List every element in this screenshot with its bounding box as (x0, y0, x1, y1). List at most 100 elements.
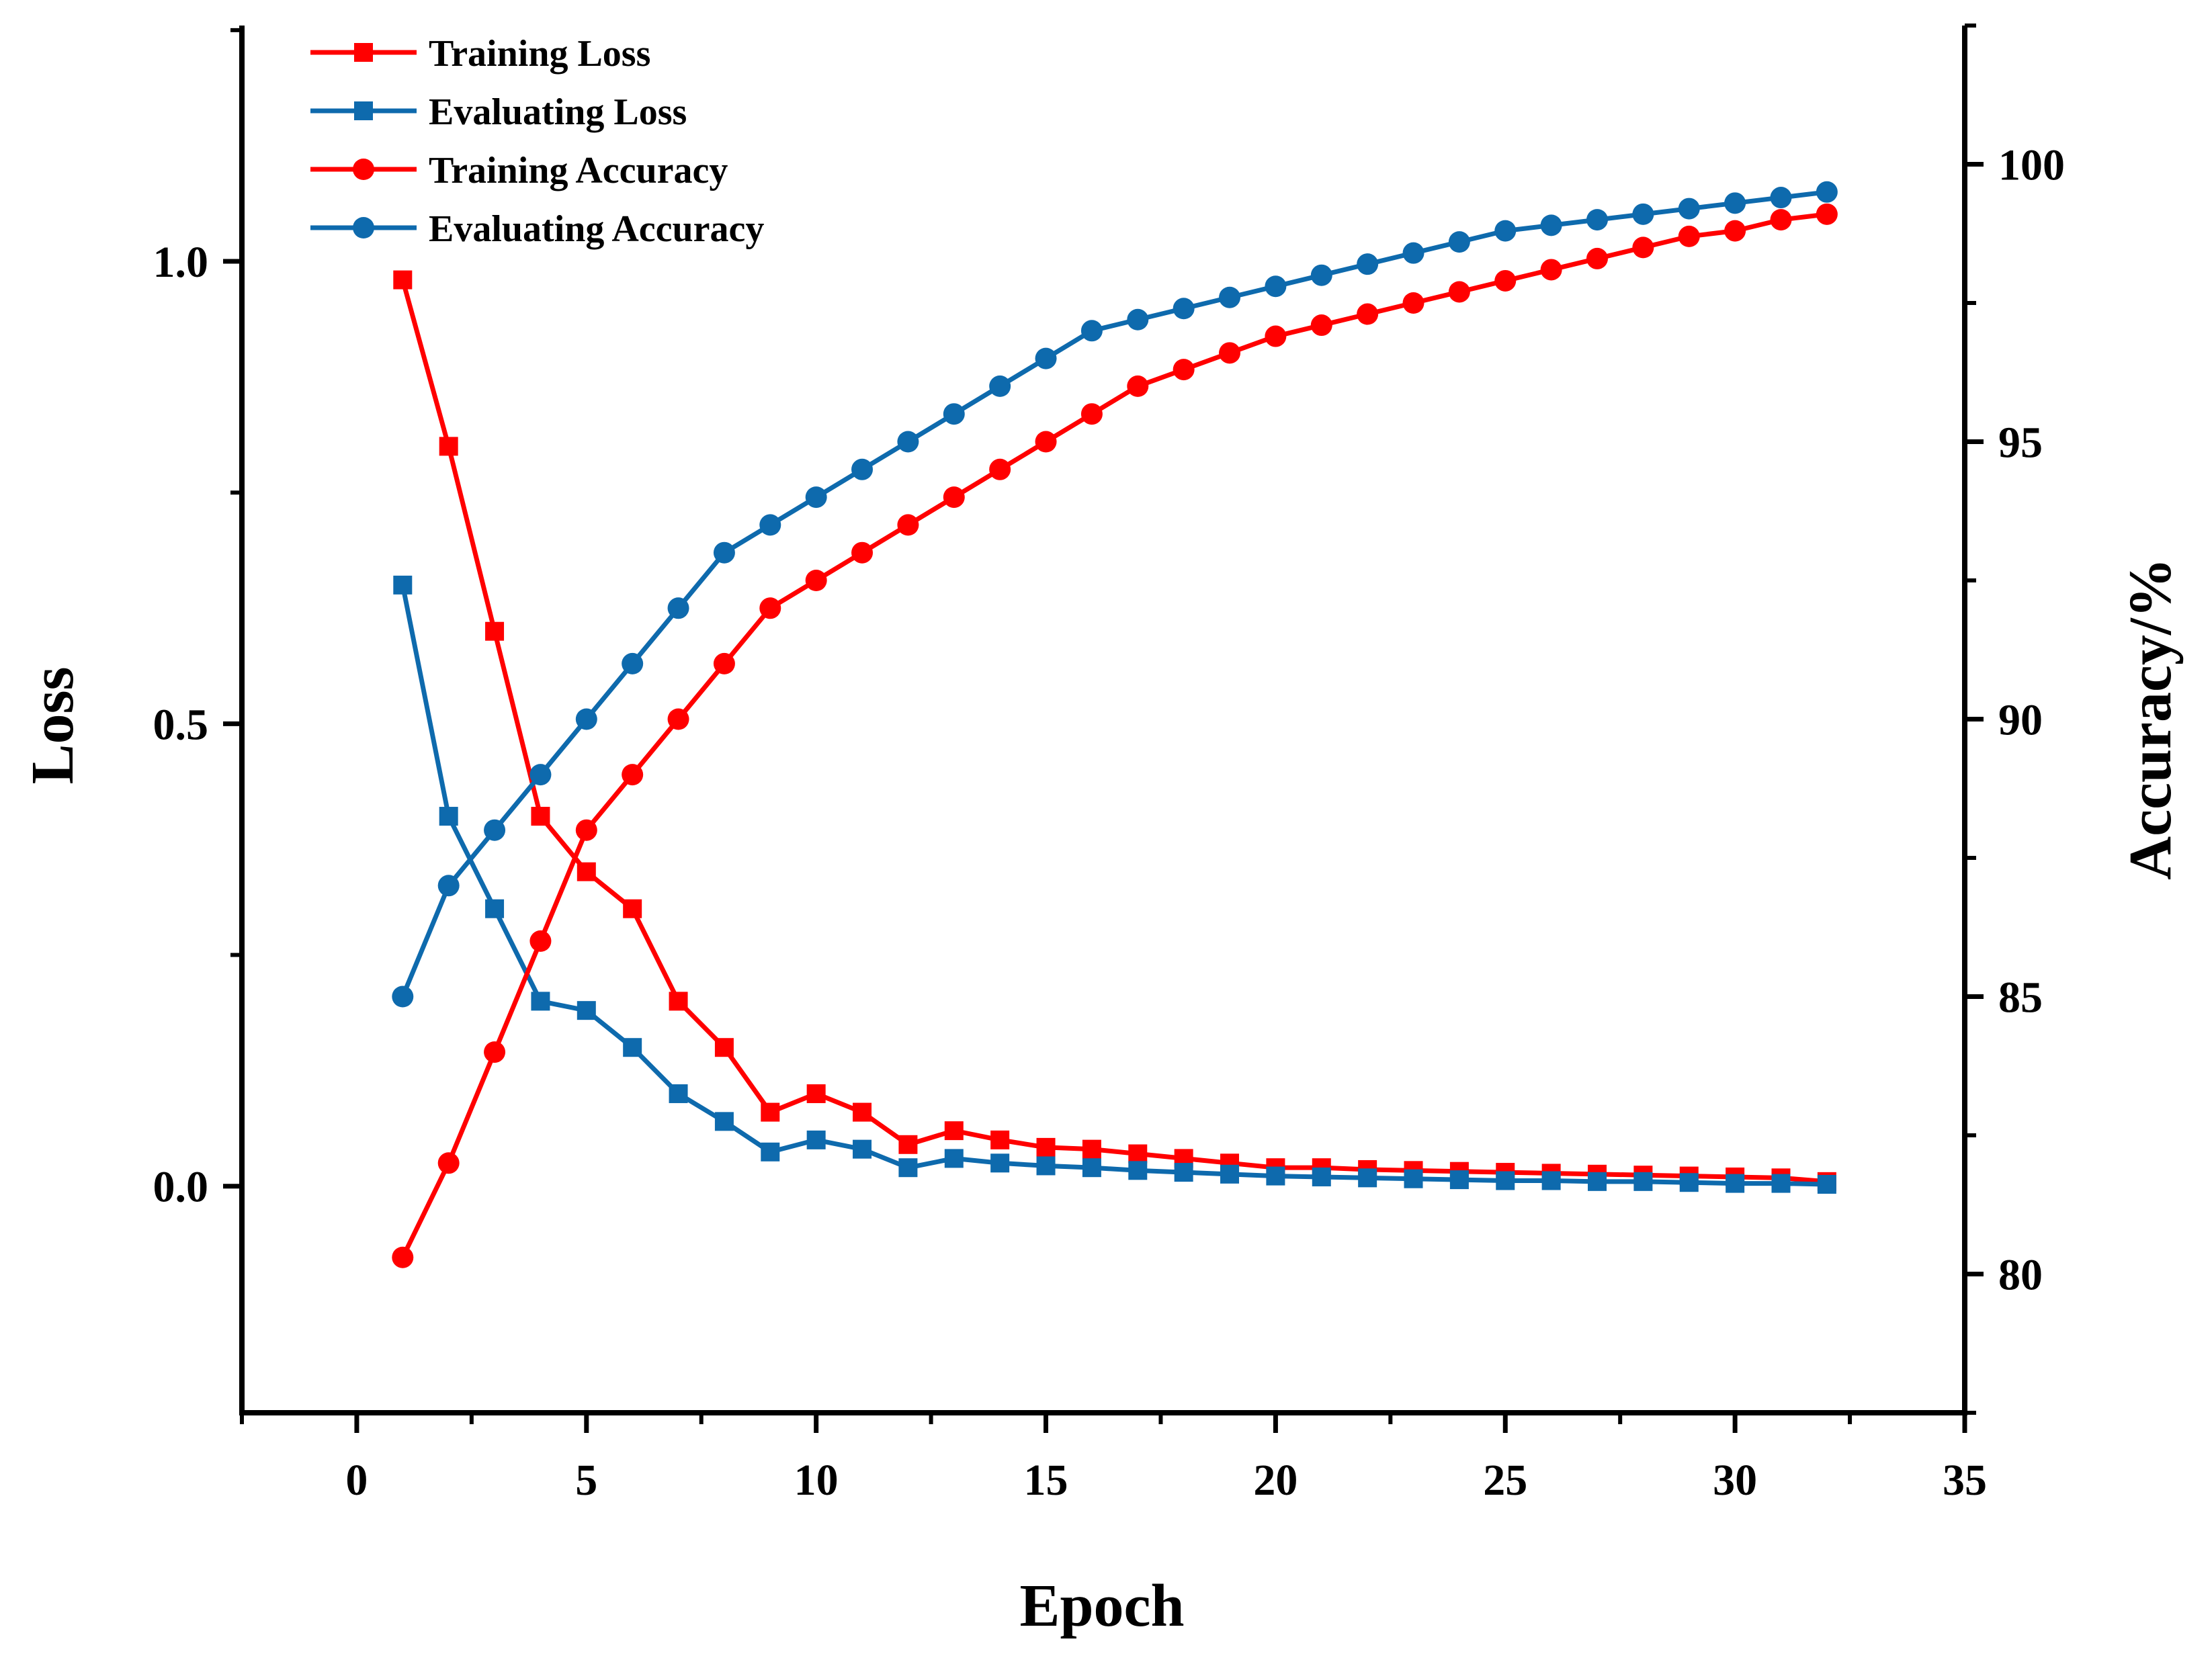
training-loss-point (577, 862, 596, 881)
training-accuracy-point (1540, 259, 1562, 281)
legend-entry-evaluating-loss: Evaluating Loss (310, 91, 687, 133)
evaluating-loss-point (577, 1001, 596, 1020)
training-loss-point (393, 270, 413, 290)
evaluating-loss-point (669, 1084, 688, 1104)
evaluating-accuracy-point (1310, 264, 1332, 286)
evaluating-accuracy-point (897, 431, 919, 453)
x-tick-label: 25 (1483, 1456, 1527, 1505)
training-accuracy-point (529, 930, 552, 952)
evaluating-loss-point (1312, 1167, 1331, 1186)
evaluating-accuracy-point (1173, 298, 1195, 320)
training-loss-point (806, 1084, 826, 1104)
evaluating-loss-point (1726, 1174, 1745, 1193)
evaluating-accuracy-point (1632, 203, 1654, 225)
evaluating-accuracy-point (1402, 242, 1424, 264)
evaluating-loss-point (1771, 1174, 1791, 1193)
evaluating-accuracy-series (392, 181, 1838, 1008)
evaluating-loss-point (1082, 1158, 1101, 1178)
training-accuracy-point (713, 652, 735, 674)
training-accuracy-point (1357, 303, 1379, 325)
training-accuracy-point (805, 570, 827, 591)
evaluating-accuracy-point (575, 708, 597, 730)
evaluating-accuracy-point (989, 375, 1011, 397)
x-tick-label: 10 (794, 1456, 839, 1505)
x-tick-label: 35 (1943, 1456, 1987, 1505)
evaluating-accuracy-point (1540, 214, 1562, 236)
training-accuracy-series (392, 203, 1838, 1268)
evaluating-accuracy-point (1724, 192, 1746, 214)
evaluating-loss-point (1679, 1173, 1699, 1192)
training-loss-series (393, 270, 1836, 1191)
legend-swatch-marker (354, 43, 373, 62)
training-loss-point (1082, 1139, 1101, 1159)
evaluating-accuracy-point (622, 652, 644, 674)
evaluating-accuracy-point (1265, 275, 1287, 298)
legend-label: Evaluating Accuracy (429, 208, 764, 250)
axes: 0 5 10 15 20 25 30 35 0.0 0.5 1.0 80 85 90 95 100 (153, 24, 2065, 1505)
evaluating-loss-point (853, 1139, 872, 1159)
evaluating-loss-point (944, 1149, 964, 1168)
training-accuracy-point (1173, 359, 1195, 381)
training-accuracy-point (1770, 209, 1792, 231)
evaluating-accuracy-point (1494, 220, 1517, 242)
evaluating-loss-point (485, 899, 505, 918)
series-layer (392, 181, 1838, 1268)
training-loss-point (623, 899, 642, 918)
evaluating-accuracy-point (713, 541, 735, 564)
evaluating-loss-point (1036, 1156, 1056, 1176)
evaluating-loss-point (1496, 1171, 1515, 1190)
evaluating-accuracy-point (1586, 209, 1609, 231)
training-accuracy-point (759, 597, 781, 619)
x-tick-label: 15 (1024, 1456, 1068, 1505)
evaluating-accuracy-point (943, 403, 965, 425)
training-accuracy-point (989, 458, 1011, 480)
training-accuracy-point (897, 514, 919, 536)
x-tick-label: 5 (575, 1456, 597, 1505)
training-loss-point (853, 1102, 872, 1122)
evaluating-loss-point (1266, 1166, 1285, 1186)
training-accuracy-point (1724, 220, 1746, 242)
evaluating-loss-point (714, 1112, 734, 1131)
training-accuracy-point (484, 1041, 506, 1063)
evaluating-accuracy-point (1448, 231, 1470, 253)
training-loss-point (714, 1038, 734, 1057)
training-accuracy-line (400, 212, 1828, 1259)
legend-label: Evaluating Loss (429, 91, 687, 133)
y-left-tick-label: 1.0 (153, 238, 209, 287)
training-loss-point (1036, 1137, 1056, 1157)
training-loss-point (439, 437, 458, 456)
evaluating-accuracy-point (484, 819, 506, 841)
evaluating-accuracy-point (1816, 181, 1838, 203)
training-accuracy-point (575, 819, 597, 841)
evaluating-accuracy-point (529, 764, 552, 786)
y-right-tick-label: 90 (1998, 696, 2043, 745)
training-accuracy-point (1494, 269, 1517, 292)
training-accuracy-point (1678, 225, 1700, 247)
evaluating-loss-series (393, 575, 1836, 1194)
training-accuracy-point (622, 764, 644, 786)
evaluating-accuracy-point (1127, 308, 1149, 331)
training-loss-point (669, 992, 688, 1011)
evaluating-loss-point (1220, 1164, 1240, 1184)
evaluating-loss-point (990, 1153, 1010, 1173)
training-accuracy-point (1632, 236, 1654, 259)
training-accuracy-point (1816, 203, 1838, 225)
legend-swatch-marker (353, 159, 374, 180)
training-accuracy-point (1586, 247, 1609, 269)
training-accuracy-point (392, 1246, 414, 1268)
evaluating-loss-point (806, 1130, 826, 1149)
legend-entry-training-accuracy: Training Accuracy (310, 150, 728, 191)
evaluating-loss-point (1541, 1171, 1561, 1190)
evaluating-accuracy-point (1080, 320, 1103, 342)
evaluating-loss-point (623, 1038, 642, 1057)
y-right-tick-label: 95 (1998, 419, 2043, 468)
y-left-tick-label: 0.5 (153, 700, 209, 749)
training-loss-point (485, 621, 505, 641)
evaluating-accuracy-point (667, 597, 689, 619)
x-tick-label: 0 (345, 1456, 368, 1505)
evaluating-accuracy-point (805, 486, 827, 509)
legend-entry-evaluating-accuracy: Evaluating Accuracy (310, 208, 764, 250)
training-loss-line (400, 279, 1828, 1184)
evaluating-loss-point (439, 807, 458, 826)
training-accuracy-point (851, 541, 874, 564)
